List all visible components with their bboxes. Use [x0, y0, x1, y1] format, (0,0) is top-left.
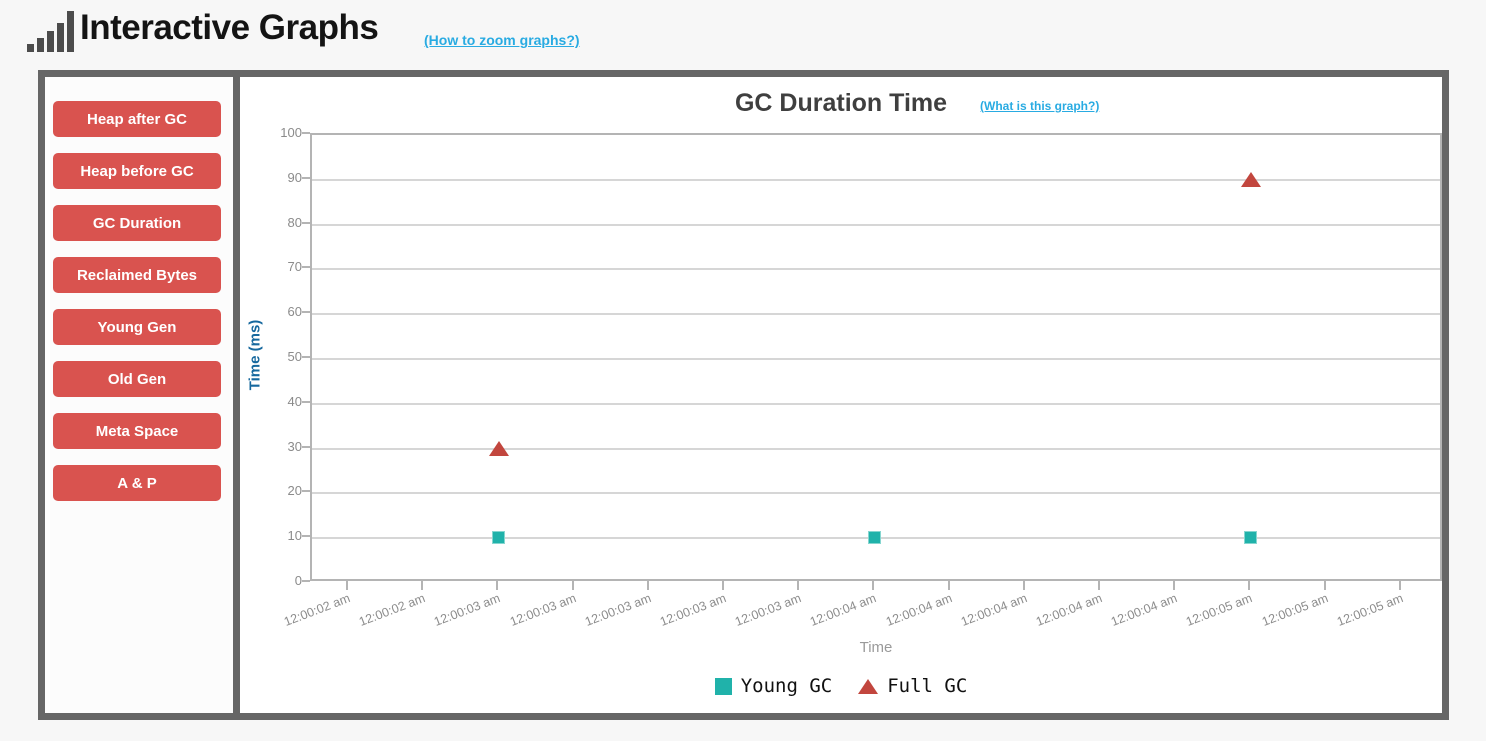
legend-square-marker — [714, 677, 732, 695]
x-tick-mark — [646, 581, 649, 590]
main-container: Heap after GC Heap before GC GC Duration… — [38, 70, 1449, 720]
y-tick-mark — [302, 311, 310, 314]
data-point-full-gc[interactable] — [489, 440, 510, 456]
y-tick-mark — [302, 176, 310, 179]
x-tick-mark — [496, 581, 499, 590]
y-tick-label: 40 — [287, 393, 302, 409]
gridline — [312, 268, 1440, 271]
x-axis-title: Time — [859, 639, 893, 656]
legend-label: Young GC — [740, 675, 833, 697]
sidebar-divider — [233, 77, 240, 713]
gridline — [312, 223, 1440, 226]
how-to-zoom-link[interactable]: (How to zoom graphs?) — [424, 32, 580, 48]
x-tick-mark — [346, 581, 348, 590]
y-tick-label: 60 — [287, 304, 302, 320]
sidebar-button-meta-space[interactable]: Meta Space — [53, 413, 221, 449]
gridline — [312, 447, 1440, 450]
gridline — [312, 178, 1440, 181]
chart-title: GC Duration Time — [734, 89, 948, 117]
sidebar-button-heap-before-gc[interactable]: Heap before GC — [53, 153, 221, 189]
data-point-young-gc[interactable] — [492, 531, 506, 545]
x-tick-mark — [1173, 581, 1176, 590]
y-tick-mark — [302, 221, 310, 224]
gridline — [312, 358, 1440, 360]
gridline — [312, 492, 1440, 495]
y-tick-mark — [302, 580, 310, 582]
y-tick-mark — [302, 266, 310, 269]
y-tick-mark — [302, 535, 310, 538]
sidebar-button-heap-after-gc[interactable]: Heap after GC — [53, 101, 221, 137]
legend-item-young-gc[interactable]: Young GC — [714, 675, 833, 697]
y-tick-label: 30 — [287, 438, 302, 454]
x-tick-mark — [1022, 581, 1025, 590]
gridline — [312, 313, 1440, 316]
y-tick-mark — [302, 356, 310, 358]
x-tick-mark — [571, 581, 574, 590]
page-header: Interactive Graphs (How to zoom graphs?) — [0, 0, 1486, 70]
data-point-young-gc[interactable] — [868, 531, 882, 545]
plot-area — [310, 133, 1442, 581]
x-tick-mark — [421, 581, 424, 590]
y-tick-mark — [302, 400, 310, 403]
x-tick-mark — [722, 581, 724, 590]
x-tick-mark — [1323, 581, 1326, 590]
chart-panel: GC Duration Time (What is this graph?) T… — [240, 77, 1442, 713]
y-tick-label: 100 — [280, 125, 302, 140]
y-tick-label: 0 — [294, 573, 302, 588]
page-title: Interactive Graphs — [80, 8, 379, 47]
gridline — [312, 402, 1440, 405]
y-tick-mark — [302, 490, 310, 493]
data-point-young-gc[interactable] — [1244, 531, 1258, 545]
sidebar: Heap after GC Heap before GC GC Duration… — [45, 77, 233, 713]
sidebar-button-young-gen[interactable]: Young Gen — [53, 309, 221, 345]
y-tick-label: 90 — [287, 169, 302, 185]
sidebar-button-a-and-p[interactable]: A & P — [53, 465, 221, 501]
y-tick-label: 50 — [287, 349, 302, 364]
chart-legend: Young GC Full GC — [240, 675, 1442, 697]
data-point-full-gc[interactable] — [1241, 171, 1262, 187]
legend-label: Full GC — [887, 675, 968, 697]
sidebar-button-gc-duration[interactable]: GC Duration — [53, 205, 221, 241]
sidebar-button-old-gen[interactable]: Old Gen — [53, 361, 221, 397]
bar-chart-icon — [27, 11, 74, 52]
x-tick-mark — [1248, 581, 1251, 590]
x-tick-mark — [797, 581, 800, 590]
y-tick-label: 80 — [287, 214, 302, 230]
x-tick-mark — [1398, 581, 1401, 590]
y-tick-label: 70 — [287, 259, 302, 275]
what-is-this-graph-link[interactable]: (What is this graph?) — [980, 99, 1100, 113]
y-tick-mark — [302, 445, 310, 448]
y-tick-label: 20 — [287, 483, 302, 499]
x-tick-mark — [947, 581, 950, 590]
y-tick-mark — [302, 132, 310, 134]
x-tick-mark — [872, 581, 875, 590]
legend-item-full-gc[interactable]: Full GC — [858, 675, 967, 697]
x-tick-mark — [1098, 581, 1100, 590]
legend-triangle-marker — [858, 678, 879, 694]
sidebar-button-reclaimed-bytes[interactable]: Reclaimed Bytes — [53, 257, 221, 293]
y-tick-label: 10 — [287, 528, 302, 544]
